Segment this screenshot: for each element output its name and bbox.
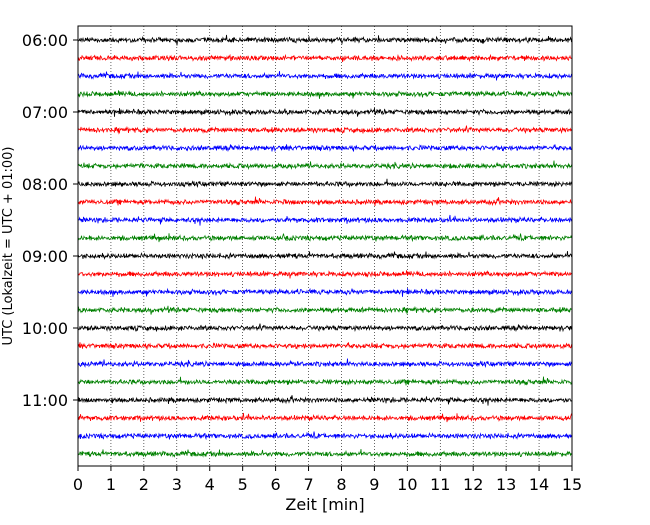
trace-line (77, 233, 572, 243)
x-tick-label: 4 (205, 475, 215, 494)
y-axis-label: UTC (Lokalzeit = UTC + 01:00) (1, 147, 16, 346)
x-tick-label: 3 (172, 475, 182, 494)
x-axis-label: Zeit [min] (285, 495, 364, 514)
trace-line (77, 270, 573, 279)
x-tick-label: 15 (562, 475, 582, 494)
x-tick-label: 14 (529, 475, 549, 494)
trace-line (77, 323, 573, 333)
y-tick-label: 10:00 (22, 319, 68, 338)
x-tick-label: 0 (73, 475, 83, 494)
plot-frame (77, 25, 573, 467)
y-tick-label: 11:00 (22, 391, 68, 410)
trace-line (77, 376, 573, 386)
x-tick-label: 13 (496, 475, 516, 494)
trace-line (77, 71, 573, 81)
x-tick-label: 11 (430, 475, 450, 494)
trace-line (77, 395, 573, 406)
x-tick-label: 5 (238, 475, 248, 494)
x-tick-label: 6 (271, 475, 281, 494)
trace-line (77, 412, 573, 423)
trace-line (77, 125, 573, 135)
trace-line (77, 287, 573, 297)
trace-line (78, 107, 573, 117)
y-tick-label: 07:00 (22, 103, 68, 122)
trace-line (77, 178, 573, 189)
x-tick-label: 9 (369, 475, 379, 494)
trace-line (77, 251, 573, 260)
x-tick-label: 8 (336, 475, 346, 494)
trace-line (77, 431, 573, 441)
x-tick-label: 2 (139, 475, 149, 494)
trace-line (77, 358, 573, 369)
trace-line (77, 305, 573, 315)
trace-line (77, 449, 573, 458)
x-tick-label: 7 (303, 475, 313, 494)
trace-line (77, 89, 573, 99)
y-tick-label: 09:00 (22, 247, 68, 266)
trace-line (78, 53, 573, 63)
trace-line (77, 144, 573, 153)
x-tick-label: 10 (397, 475, 417, 494)
trace-line (77, 34, 573, 46)
x-tick-label: 12 (463, 475, 483, 494)
trace-layer (77, 34, 573, 458)
y-tick-label: 08:00 (22, 175, 68, 194)
axis-layer: 0 1 2 3 4 5 6 7 8 9 10 11 12 13 14 1506:0007:0008:0009:… (22, 31, 582, 494)
x-tick-label: 1 (106, 475, 116, 494)
trace-line (77, 160, 573, 171)
trace-line (77, 214, 573, 226)
trace-line (77, 196, 573, 207)
grid-layer (110, 26, 540, 466)
trace-line (77, 342, 573, 351)
y-tick-label: 06:00 (22, 31, 68, 50)
